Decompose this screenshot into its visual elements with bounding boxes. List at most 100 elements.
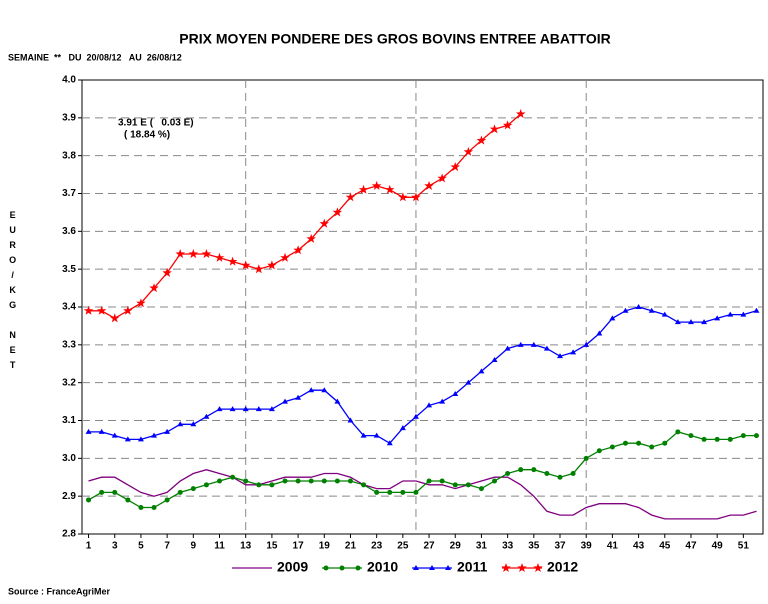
point [347,478,353,484]
point [570,470,576,476]
point [214,252,225,262]
x-tick-label: 45 [659,541,671,552]
point [688,433,694,439]
point [83,305,94,315]
point [439,478,445,484]
x-tick-label: 19 [319,541,331,552]
point [701,319,708,325]
point [138,505,144,511]
point [98,428,105,434]
legend-label: 2009 [277,559,308,575]
point [543,345,550,351]
x-tick-label: 17 [293,541,305,552]
point [267,260,277,270]
point [96,305,107,315]
point [675,429,681,435]
point [280,252,290,262]
point [674,319,681,325]
point [295,394,302,400]
x-tick-label: 29 [450,541,462,552]
point [269,482,275,488]
point [86,497,92,503]
x-tick-label: 9 [191,541,197,552]
point [398,192,408,202]
x-tick-label: 33 [502,541,514,552]
point [240,260,251,270]
x-tick-label: 13 [240,541,252,552]
point [687,319,694,325]
point [347,417,354,423]
point [411,192,421,202]
point [203,482,209,488]
point [306,233,316,243]
point [217,478,223,484]
source: Source : FranceAgriMer [8,586,111,596]
legend-marker [501,563,511,572]
point [465,482,471,488]
point [164,497,170,503]
point [518,467,524,473]
point [636,440,642,446]
x-tick-label: 21 [345,541,357,552]
point [123,305,133,315]
point [701,436,707,442]
point [478,368,485,374]
point [465,379,472,385]
y-tick-label: 2.8 [62,529,76,540]
point [216,406,223,412]
point [111,432,118,438]
y-tick-label: 3.8 [62,150,76,161]
y-tick-label: 3.0 [62,453,76,464]
point [162,267,172,277]
point [516,109,526,119]
y-tick-label: 3.7 [62,188,76,199]
point [151,505,157,511]
point [649,444,655,450]
x-tick-label: 31 [476,541,488,552]
point [254,264,264,274]
point [374,489,380,495]
point [424,180,434,190]
point [334,398,341,404]
annotation: 3.91 E ( 0.03 E) [118,118,194,129]
point [714,436,720,442]
y-tick-label: 2.9 [62,491,76,502]
point [740,433,746,439]
point [596,330,603,336]
point [124,436,131,442]
point [137,436,144,442]
x-tick-label: 3 [112,541,118,552]
point [201,249,212,259]
point [557,353,564,359]
point [452,391,459,397]
point [321,387,328,393]
point [753,433,759,439]
point [531,467,537,473]
point [662,440,668,446]
x-tick-label: 35 [528,541,540,552]
point [452,482,458,488]
point [727,311,734,317]
point [437,173,447,183]
x-tick-label: 23 [371,541,383,552]
point [400,489,406,495]
point [268,406,275,412]
x-tick-label: 47 [685,541,697,552]
point [227,256,238,266]
point [229,406,236,412]
point [426,402,433,408]
x-tick-label: 5 [138,541,144,552]
point [255,406,262,412]
legend-label: 2012 [547,559,578,575]
point [190,486,196,492]
y-tick-label: 3.3 [62,339,76,350]
point [361,482,367,488]
point [557,474,563,480]
point [583,455,589,461]
x-tick-label: 25 [397,541,409,552]
point [334,478,340,484]
point [544,470,550,476]
x-tick-label: 11 [214,541,225,552]
point [570,349,577,355]
